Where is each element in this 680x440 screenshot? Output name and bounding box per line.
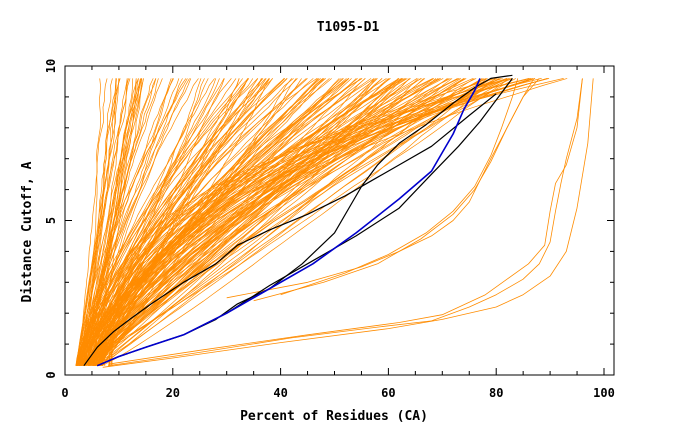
x-tick-label: 20: [166, 386, 180, 400]
bundle-line-outlier: [108, 78, 583, 367]
bundle-line: [75, 78, 121, 366]
bundle-line: [94, 78, 330, 366]
bundle-line: [111, 78, 503, 366]
bundle-line: [77, 78, 391, 366]
y-axis-label: Distance Cutoff, A: [20, 161, 35, 302]
bundle-lines: [75, 78, 594, 368]
bundle-line: [81, 78, 511, 366]
bundle-line: [101, 78, 496, 367]
bundle-line: [92, 78, 376, 366]
bundle-line: [96, 78, 493, 366]
x-tick-label: 80: [489, 386, 503, 400]
bundle-line: [84, 78, 422, 366]
x-tick-label: 0: [61, 386, 68, 400]
bundle-line: [76, 78, 117, 366]
bundle-line-outlier: [102, 78, 594, 368]
bundle-line: [85, 78, 404, 366]
bundle-line: [75, 78, 139, 366]
bundle-line: [76, 78, 507, 366]
bundle-line: [100, 78, 475, 366]
reference-line: [83, 93, 497, 367]
axes: 0 20 40 60 80 100 0 5 10: [44, 59, 615, 400]
bundle-line: [79, 78, 258, 366]
bundle-line: [99, 78, 325, 366]
bundle-line: [94, 78, 513, 366]
bundle-line: [76, 78, 375, 366]
x-tick-label: 60: [381, 386, 395, 400]
bundle-line: [80, 78, 448, 366]
y-tick-label: 0: [44, 371, 58, 378]
y-tick-label: 10: [44, 59, 58, 73]
x-tick-label: 40: [273, 386, 287, 400]
bundle-line: [90, 78, 349, 366]
chart-title: T1095-D1: [317, 20, 380, 35]
bundle-line-outlier: [108, 78, 583, 365]
bundle-line-outlier: [280, 78, 519, 296]
bundle-line: [89, 78, 174, 366]
bundle-line: [87, 78, 157, 366]
highlight-line: [96, 78, 481, 367]
bundle-line: [75, 78, 434, 366]
bundle-line: [81, 78, 249, 366]
bundle-line: [79, 78, 129, 366]
bundle-line: [81, 78, 199, 366]
bundle-line: [95, 78, 294, 366]
y-tick-label: 5: [44, 217, 58, 224]
bundle-line: [76, 78, 217, 366]
bundle-line: [94, 78, 400, 366]
bundle-line: [95, 78, 516, 366]
bundle-line: [79, 78, 439, 366]
x-tick-label: 100: [593, 386, 615, 400]
bundle-line: [80, 78, 389, 366]
bundle-line: [99, 78, 142, 366]
bundle-line: [77, 78, 183, 366]
x-axis-label: Percent of Residues (CA): [240, 409, 428, 424]
bundle-line: [76, 78, 128, 366]
bundle-line: [100, 78, 548, 366]
bundle-line: [85, 78, 350, 366]
bundle-line: [75, 78, 327, 366]
bundle-line: [90, 78, 270, 366]
bundle-line: [101, 78, 271, 366]
bundle-line: [102, 78, 383, 366]
bundle-line: [78, 78, 437, 366]
bundle-line: [78, 78, 108, 366]
bundle-line: [92, 78, 383, 366]
bundle-line: [88, 78, 250, 366]
bundle-line-outlier: [253, 78, 540, 302]
bundle-line: [87, 78, 410, 366]
